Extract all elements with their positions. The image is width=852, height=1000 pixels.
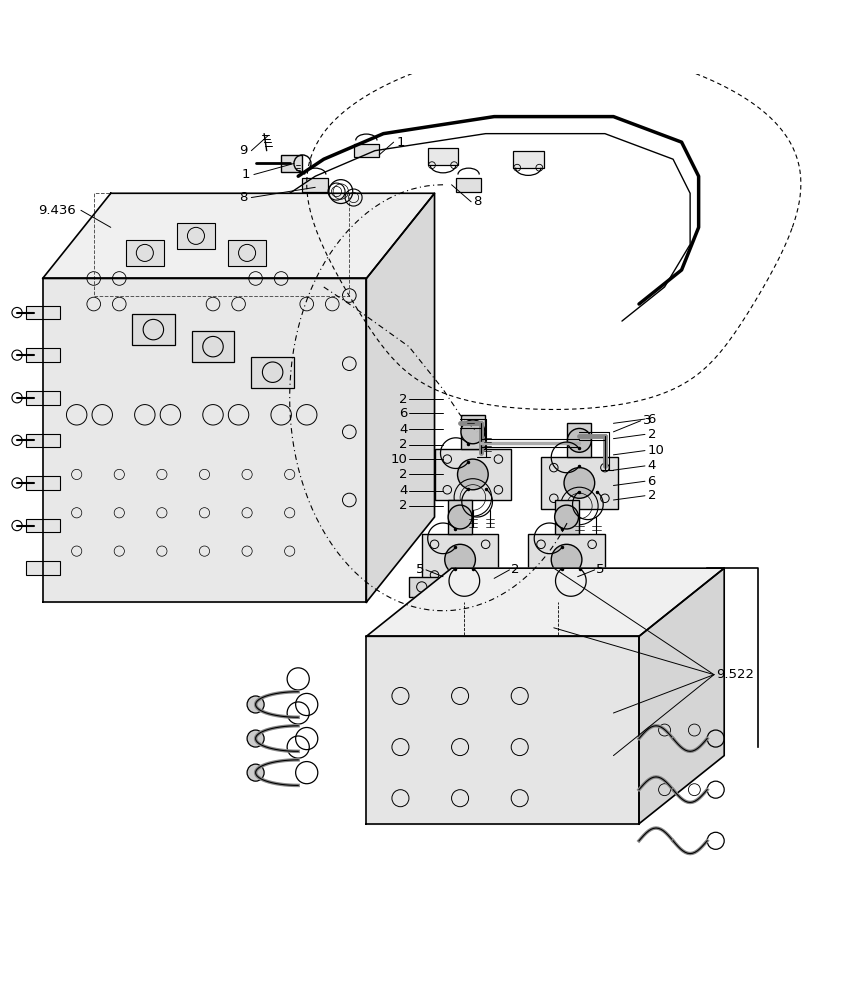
Text: 8: 8	[239, 191, 247, 204]
Circle shape	[12, 307, 22, 318]
Text: 9: 9	[239, 144, 247, 157]
Text: 5: 5	[416, 563, 424, 576]
Circle shape	[247, 730, 264, 747]
Polygon shape	[639, 568, 724, 824]
Bar	[26, 391, 60, 405]
Bar	[177, 223, 215, 249]
Bar	[513, 151, 544, 168]
Bar	[94, 193, 349, 296]
Text: 5: 5	[596, 563, 605, 576]
Text: 1: 1	[241, 168, 250, 181]
Bar	[567, 423, 591, 457]
Bar	[428, 148, 458, 165]
Polygon shape	[43, 193, 435, 278]
Text: 6: 6	[648, 475, 656, 488]
Text: 9.436: 9.436	[38, 204, 76, 217]
Text: 2: 2	[399, 499, 407, 512]
Bar	[541, 457, 618, 509]
Bar	[26, 476, 60, 490]
Circle shape	[445, 544, 475, 575]
Circle shape	[461, 420, 485, 444]
Bar	[302, 178, 328, 192]
Circle shape	[12, 478, 22, 488]
Bar	[435, 449, 511, 500]
Circle shape	[551, 544, 582, 575]
Bar	[354, 144, 379, 157]
Bar	[192, 331, 234, 362]
Text: 2: 2	[399, 438, 407, 451]
Circle shape	[564, 468, 595, 498]
Bar	[251, 357, 294, 388]
Bar	[281, 155, 302, 172]
Bar	[26, 561, 60, 575]
Text: 2: 2	[399, 393, 407, 406]
Bar	[26, 519, 60, 532]
Text: 4: 4	[399, 423, 407, 436]
Bar	[132, 314, 175, 345]
Text: 2: 2	[648, 428, 656, 441]
Bar	[228, 240, 266, 266]
Bar	[555, 500, 579, 534]
Text: 6: 6	[648, 413, 656, 426]
Bar	[515, 577, 584, 597]
Polygon shape	[366, 568, 724, 636]
Bar	[409, 577, 477, 597]
Polygon shape	[366, 193, 435, 602]
Bar	[26, 348, 60, 362]
Bar	[26, 434, 60, 447]
Circle shape	[448, 505, 472, 529]
Text: 10: 10	[648, 444, 665, 457]
Polygon shape	[366, 636, 639, 824]
Text: 8: 8	[473, 195, 481, 208]
Bar	[456, 178, 481, 192]
Bar	[26, 306, 60, 319]
Text: 10: 10	[390, 453, 407, 466]
Bar	[422, 534, 498, 585]
Text: 6: 6	[399, 407, 407, 420]
Polygon shape	[43, 278, 366, 602]
Text: 3: 3	[643, 414, 652, 427]
Text: 2: 2	[648, 489, 656, 502]
Text: 4: 4	[648, 459, 656, 472]
Bar	[126, 240, 164, 266]
Text: 9.522: 9.522	[716, 668, 754, 681]
Circle shape	[12, 350, 22, 360]
Bar	[528, 534, 605, 585]
Bar	[461, 415, 485, 449]
Text: 1: 1	[396, 136, 405, 149]
Circle shape	[247, 696, 264, 713]
Text: 2: 2	[511, 563, 520, 576]
Circle shape	[458, 459, 488, 490]
Circle shape	[567, 428, 591, 452]
Text: 2: 2	[399, 468, 407, 481]
Circle shape	[12, 393, 22, 403]
Circle shape	[247, 764, 264, 781]
Bar	[448, 500, 472, 534]
Circle shape	[12, 520, 22, 531]
Circle shape	[12, 435, 22, 445]
Circle shape	[555, 505, 579, 529]
Text: 4: 4	[399, 484, 407, 497]
